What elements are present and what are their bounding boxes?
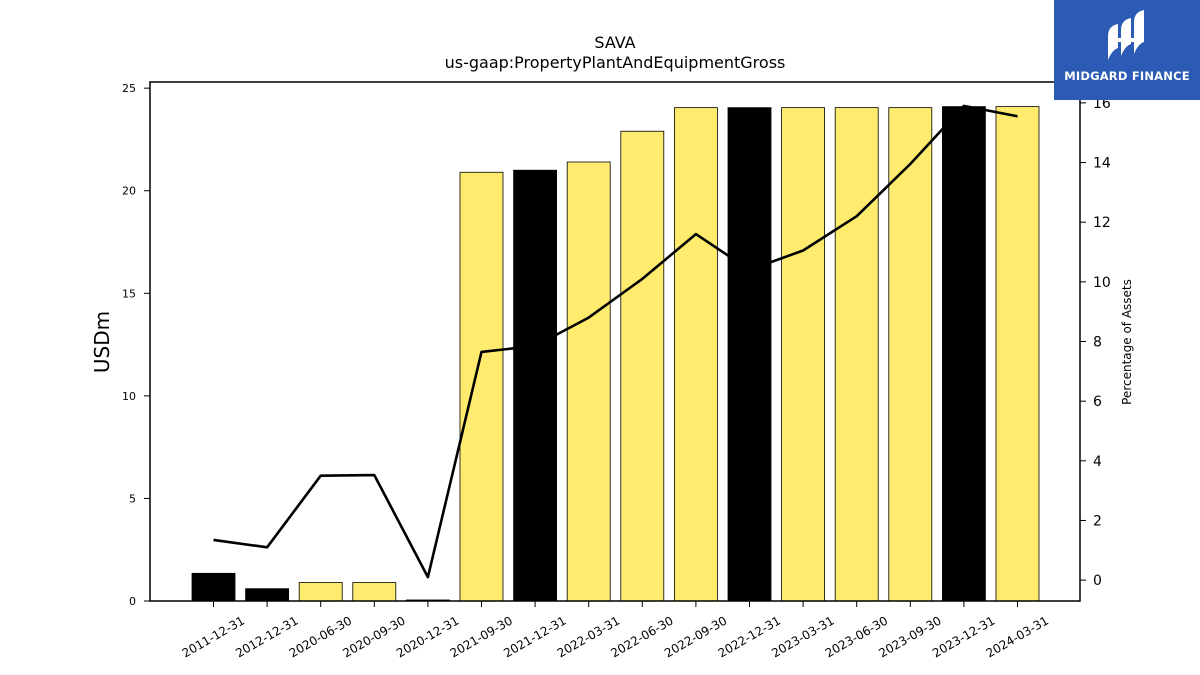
y-tick-label: 20 bbox=[122, 185, 136, 198]
bar-2020-06-30 bbox=[298, 582, 343, 602]
y-axis-label: USDm bbox=[90, 311, 114, 373]
y2-tick-label: 14 bbox=[1093, 156, 1111, 172]
bar-2020-09-30 bbox=[352, 582, 397, 602]
y-tick-label: 0 bbox=[129, 595, 136, 608]
y2-axis-label: Percentage of Assets bbox=[1120, 279, 1134, 405]
y2-tick-label: 10 bbox=[1093, 275, 1111, 291]
bar-2023-09-30 bbox=[888, 107, 933, 602]
plot-frame bbox=[149, 81, 1081, 602]
logo-text: MIDGARD FINANCE bbox=[1064, 69, 1190, 83]
percentage-line bbox=[213, 104, 1018, 579]
bar-2021-12-31 bbox=[513, 169, 557, 602]
y2-tick-label: 2 bbox=[1093, 513, 1102, 529]
y2-tick-label: 0 bbox=[1093, 573, 1102, 589]
y-tick-label: 10 bbox=[122, 390, 136, 403]
y2-tick-label: 6 bbox=[1093, 394, 1102, 410]
bar-2021-09-30 bbox=[459, 171, 504, 602]
midgard-finance-logo: MIDGARD FINANCE bbox=[1054, 0, 1200, 100]
bar-2012-12-31 bbox=[245, 588, 290, 602]
y-tick-label: 15 bbox=[122, 287, 136, 300]
bar-2022-06-30 bbox=[620, 130, 665, 602]
y-tick-label: 25 bbox=[122, 82, 136, 95]
bar-series bbox=[191, 106, 1040, 602]
bar-2023-06-30 bbox=[834, 107, 879, 602]
chart-subtitle: us-gaap:PropertyPlantAndEquipmentGross bbox=[445, 53, 786, 72]
midgard-logo-icon bbox=[1108, 10, 1144, 60]
bar-2022-12-31 bbox=[727, 107, 772, 602]
y-tick-label: 5 bbox=[129, 492, 136, 505]
percentage-line-series bbox=[213, 104, 1018, 579]
bar-2023-03-31 bbox=[781, 107, 825, 602]
chart-title: SAVA bbox=[594, 33, 635, 52]
bar-2022-09-30 bbox=[674, 107, 718, 602]
bar-2022-03-31 bbox=[566, 161, 611, 602]
bar-2024-03-31 bbox=[995, 106, 1040, 602]
y2-tick-label: 12 bbox=[1093, 215, 1111, 231]
bar-2023-12-31 bbox=[942, 106, 986, 602]
y2-tick-label: 4 bbox=[1093, 454, 1102, 470]
bar-2011-12-31 bbox=[191, 572, 236, 602]
y2-tick-label: 8 bbox=[1093, 335, 1102, 351]
